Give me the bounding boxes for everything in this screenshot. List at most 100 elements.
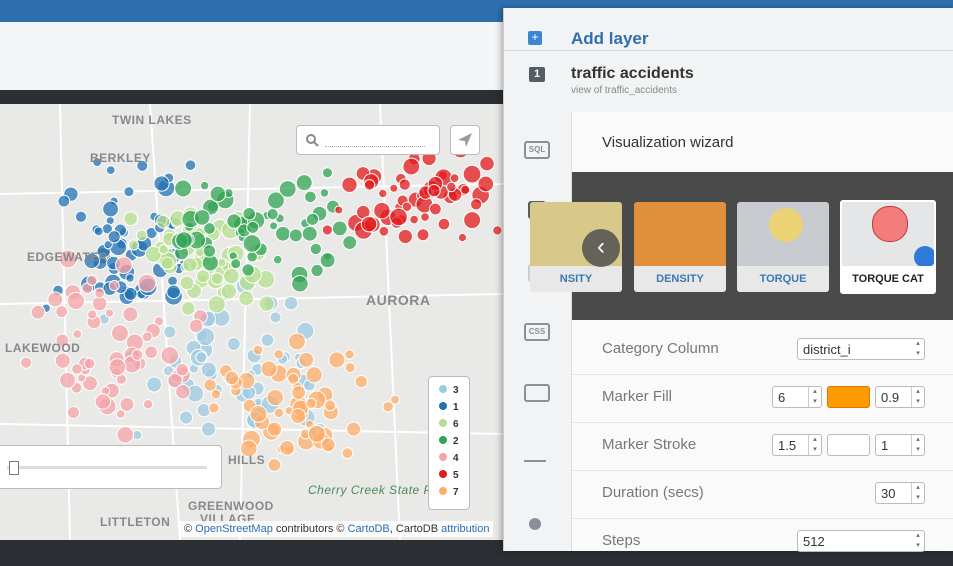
map-dot [266,208,279,221]
layer-panel: + Add layer 1 traffic accidents view of … [503,8,953,552]
map-dot [72,329,83,339]
map-dot [301,225,318,242]
input-value: 0.9 [881,390,900,405]
legend-item: 7 [439,487,459,499]
map-dot [409,214,419,225]
map-dot [334,205,344,215]
map-dot [477,175,495,193]
wizard-option[interactable]: DENSITY [634,202,726,292]
map-dot [266,388,284,407]
add-layer[interactable]: Add layer [571,29,649,48]
select-value: 512 [803,534,825,549]
map-dot [462,164,482,184]
map-dot [86,274,98,287]
map-dot [241,263,255,277]
number-input[interactable]: 30 ▴ ▾ [875,482,925,504]
input-value: 1 [881,438,889,453]
number-input[interactable]: 1.5 ▴ ▾ [772,434,822,456]
link[interactable]: attribution [441,523,490,535]
map-dot [283,295,299,311]
map-dot [457,232,468,243]
field-label: Marker Fill [602,388,672,405]
layer-title[interactable]: traffic accidents [571,65,694,82]
map-dot [305,397,317,409]
map-dot [291,385,307,400]
map-dot [341,176,358,193]
tip-icon[interactable] [529,518,541,530]
add-icon: + [528,31,542,45]
map-dot [319,252,336,269]
link[interactable]: CartoDB [347,523,390,535]
select[interactable]: district_i ▴ ▾ [797,338,925,360]
map-dot [93,226,104,237]
map-dot [238,290,255,307]
map-dot [178,410,194,425]
number-input[interactable]: 6 ▴ ▾ [772,386,822,408]
map-dot [258,295,275,312]
map-dot [57,194,71,208]
map-dot [127,239,140,251]
search-box[interactable] [296,125,440,155]
map-dot [123,186,135,198]
map-dot [144,345,158,360]
legend-label: 4 [453,453,459,464]
map-dot [160,346,180,365]
wizard-title: Visualization wizard [602,134,734,151]
map-dot [341,447,354,460]
map-dot [87,309,98,320]
text: © [184,523,193,535]
link[interactable]: OpenStreetMap [195,523,273,535]
map-dot [402,157,421,176]
map-dot [182,257,198,273]
map-dot [179,275,195,291]
map-dot [324,399,337,412]
map-dot [242,206,257,221]
legend-swatch [439,436,447,444]
number-input[interactable]: 0.9 ▴ ▾ [875,386,925,408]
map-dot [463,211,482,230]
wizard-option-selected[interactable]: TORQUE CAT [840,200,936,294]
map-dot [110,324,129,343]
map-dot [141,331,153,343]
number-input[interactable]: 1 ▴ ▾ [875,434,925,456]
color-picker[interactable] [827,434,870,456]
map-dot [416,228,430,242]
map-dot [344,362,356,374]
sql-icon[interactable]: SQL [524,141,550,159]
text: contributors © [275,523,345,535]
map-dot [66,405,80,419]
color-picker[interactable] [827,386,870,408]
legend-swatch [439,402,447,410]
map-dot [344,349,355,360]
map-dot [108,280,120,292]
map-dot [122,306,139,323]
map-dot [196,327,216,347]
layer-number: 1 [529,67,545,82]
map-dot [287,372,300,385]
select[interactable]: 512 ▴ ▾ [797,530,925,552]
filter-icon[interactable] [524,446,546,462]
css-icon[interactable]: CSS [524,323,550,341]
map-dot [125,273,135,283]
map-dot [272,254,283,265]
map-dot [310,263,324,278]
map-dot [146,376,163,393]
search-icon [306,134,319,147]
place-label: HILLS [228,453,265,467]
map-dot [239,439,258,458]
map-dot [66,291,86,311]
legend-icon[interactable] [524,384,550,402]
map-dot [94,393,112,410]
wizard-option[interactable]: NSITY [530,202,622,292]
map-dot [58,249,78,269]
locate-button[interactable] [450,125,480,155]
map-dot [288,332,306,351]
legend-item: 3 [439,385,459,397]
map-dot [249,404,268,423]
select-value: district_i [803,342,851,357]
wizard-option[interactable]: TORQUE [737,202,829,292]
slider-handle[interactable] [9,461,19,475]
carousel-prev[interactable]: ‹ [582,229,620,267]
place-label: LAKEWOOD [5,341,80,355]
map-dot [163,325,177,339]
